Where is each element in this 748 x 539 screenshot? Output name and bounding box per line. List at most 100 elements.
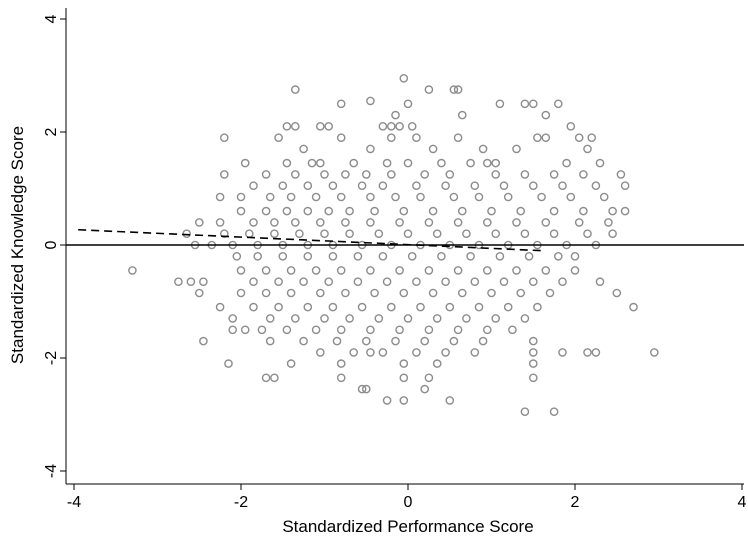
scatter-point — [382, 158, 392, 168]
scatter-point — [194, 288, 204, 298]
scatter-point — [403, 99, 413, 109]
scatter-point — [420, 170, 430, 179]
scatter-point — [420, 336, 430, 346]
scatter-point — [453, 85, 463, 94]
scatter-point — [199, 336, 208, 346]
scatter-point — [449, 336, 459, 346]
scatter-point — [228, 314, 237, 323]
scatter-point — [441, 277, 450, 287]
scatter-point — [336, 192, 346, 202]
scatter-point — [378, 348, 388, 357]
scatter-point — [445, 170, 455, 179]
scatter-point — [328, 251, 338, 261]
x-tick-label: -4 — [67, 494, 81, 511]
scatter-point — [583, 144, 592, 154]
scatter-point — [315, 218, 325, 227]
scatter-point — [399, 74, 409, 83]
scatter-point — [286, 192, 296, 202]
scatter-point — [199, 277, 208, 287]
scatter-point — [591, 181, 601, 190]
scatter-point — [424, 218, 434, 227]
scatter-point — [324, 122, 334, 131]
scatter-point — [474, 302, 484, 312]
scatter-point — [324, 277, 334, 287]
x-tick-label: 4 — [738, 494, 747, 511]
scatter-point — [470, 348, 480, 357]
plot-frame — [65, 8, 744, 485]
scatter-point — [549, 229, 559, 238]
scatter-point — [336, 266, 346, 275]
scatter-point — [399, 359, 409, 368]
scatter-point — [361, 170, 371, 179]
scatter-point — [391, 110, 400, 120]
scatter-point — [441, 348, 450, 357]
scatter-point — [391, 336, 400, 346]
x-axis-label: Standardized Performance Score — [282, 517, 533, 536]
scatter-point — [420, 384, 430, 394]
scatter-point — [428, 206, 438, 216]
scatter-point — [386, 122, 396, 131]
scatter-point — [274, 277, 283, 287]
scatter-point — [453, 325, 463, 335]
scatter-point — [336, 99, 346, 109]
scatter-point — [386, 302, 396, 312]
scatter-point — [366, 266, 375, 275]
scatter-point — [386, 170, 396, 179]
scatter-point — [491, 314, 501, 323]
scatter-point — [604, 218, 613, 227]
scatter-point — [574, 133, 584, 142]
scatter-point — [320, 170, 329, 179]
scatter-point — [270, 373, 279, 383]
scatter-point — [482, 218, 492, 227]
scatter-point — [529, 336, 538, 346]
scatter-point — [370, 288, 379, 298]
scatter-point — [274, 302, 283, 312]
scatter-point — [595, 277, 605, 287]
scatter-point — [629, 302, 638, 312]
scatter-point — [303, 181, 313, 190]
scatter-point — [549, 206, 559, 216]
scatter-point — [529, 99, 538, 109]
scatter-point — [487, 206, 496, 216]
scatter-point — [236, 192, 246, 202]
scatter-point — [341, 170, 350, 179]
scatter-point — [295, 229, 304, 238]
scatter-point — [399, 396, 409, 405]
scatter-point — [366, 144, 375, 154]
scatter-point — [558, 181, 567, 190]
scatter-point — [257, 325, 267, 335]
scatter-point — [282, 158, 292, 168]
scatter-point — [378, 251, 388, 261]
scatter-point — [541, 218, 551, 227]
scatter-point — [512, 266, 521, 275]
scatter-point — [428, 144, 438, 154]
scatter-point — [466, 158, 475, 168]
scatter-point — [508, 325, 517, 335]
scatter-point — [591, 348, 601, 357]
scatter-point — [616, 170, 626, 179]
scatter-point — [529, 348, 538, 357]
scatter-point — [366, 325, 375, 335]
scatter-point — [620, 181, 630, 190]
scatter-point — [579, 170, 588, 179]
scatter-point — [482, 158, 492, 168]
scatter-point — [579, 206, 588, 216]
scatter-point — [424, 373, 434, 383]
scatter-point — [345, 314, 354, 323]
scatter-point — [128, 266, 137, 275]
scatter-point — [412, 277, 421, 287]
scatter-point — [416, 192, 425, 202]
scatter-point — [336, 359, 346, 368]
scatter-point — [219, 170, 229, 179]
scatter-point — [303, 251, 313, 261]
scatter-point — [282, 122, 292, 131]
scatter-point — [361, 384, 371, 394]
scatter-point — [512, 144, 521, 154]
scatter-point — [470, 181, 480, 190]
scatter-point — [541, 110, 551, 120]
scatter-point — [541, 133, 551, 142]
scatter-point — [290, 314, 300, 323]
scatter-point — [382, 396, 392, 405]
scatter-point — [529, 373, 538, 383]
scatter-point — [249, 277, 258, 287]
